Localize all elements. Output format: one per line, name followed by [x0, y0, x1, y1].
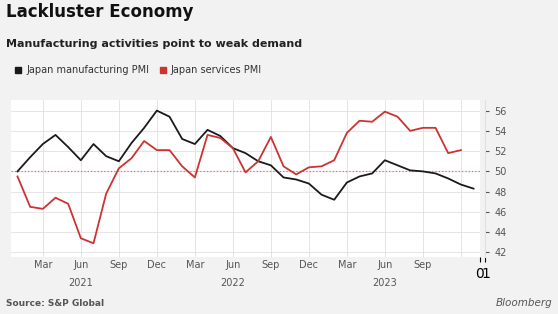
Text: 2022: 2022: [220, 278, 246, 288]
Legend: Japan manufacturing PMI, Japan services PMI: Japan manufacturing PMI, Japan services …: [11, 61, 266, 79]
Text: Level: Level: [555, 165, 558, 193]
Text: 2023: 2023: [373, 278, 397, 288]
Text: Manufacturing activities point to weak demand: Manufacturing activities point to weak d…: [6, 39, 302, 49]
Text: Source: S&P Global: Source: S&P Global: [6, 299, 104, 308]
Text: Bloomberg: Bloomberg: [496, 298, 552, 308]
Text: 2021: 2021: [69, 278, 93, 288]
Text: Lackluster Economy: Lackluster Economy: [6, 3, 193, 21]
